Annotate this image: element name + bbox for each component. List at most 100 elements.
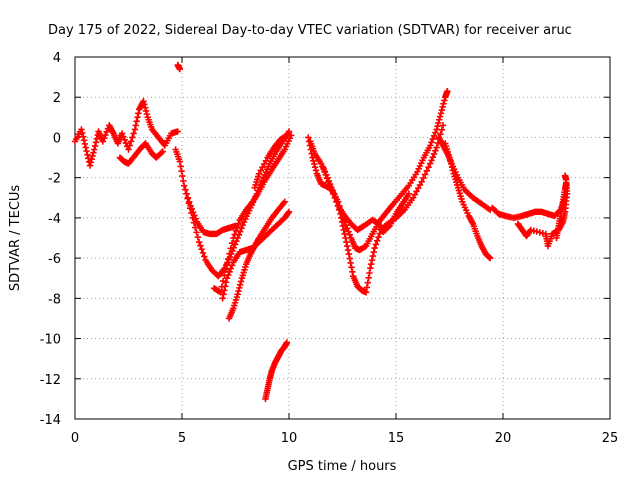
data-point <box>142 107 150 115</box>
data-point <box>430 132 438 140</box>
data-point <box>228 240 236 247</box>
data-point <box>190 219 198 226</box>
data-point <box>222 266 229 273</box>
data-point <box>257 167 264 174</box>
data-point <box>134 114 141 121</box>
data-point <box>83 147 90 155</box>
chart-title: Day 175 of 2022, Sidereal Day-to-day VTE… <box>48 23 572 38</box>
data-point <box>323 175 331 182</box>
data-point <box>226 250 233 257</box>
data-point <box>342 234 349 242</box>
y-tick-label: -10 <box>40 333 61 348</box>
data-point <box>130 130 137 137</box>
data-point <box>429 135 437 143</box>
data-point <box>405 190 413 197</box>
data-point <box>231 231 238 238</box>
data-point <box>125 146 132 153</box>
y-tick-label: 4 <box>53 51 61 66</box>
data-point <box>159 148 166 155</box>
data-point <box>135 110 142 117</box>
data-point <box>230 244 237 251</box>
data-point <box>91 142 99 150</box>
data-point <box>141 104 149 111</box>
data-point <box>432 129 439 136</box>
y-tick-label: -8 <box>48 292 61 307</box>
data-point <box>533 228 541 235</box>
data-point <box>120 133 127 140</box>
data-point <box>333 198 340 205</box>
data-point <box>129 134 136 141</box>
data-point <box>331 194 338 201</box>
data-point <box>325 178 332 186</box>
data-point <box>364 279 371 286</box>
data-point <box>361 243 368 251</box>
data-point <box>283 339 291 346</box>
data-point <box>562 180 570 187</box>
y-tick-label: -6 <box>48 252 61 267</box>
data-point <box>340 226 347 234</box>
data-point <box>311 160 318 168</box>
y-tick-label: -4 <box>48 212 61 227</box>
x-tick-label: 15 <box>388 431 405 446</box>
data-point <box>561 172 569 179</box>
data-point <box>89 152 96 160</box>
data-point <box>237 281 244 288</box>
data-point <box>236 284 243 292</box>
series-arc5 <box>210 132 295 296</box>
data-point <box>416 181 424 189</box>
data-point <box>174 128 181 135</box>
data-point <box>179 172 186 180</box>
data-point <box>86 162 94 169</box>
data-point <box>432 147 439 154</box>
data-point <box>103 128 110 136</box>
data-point <box>143 110 151 118</box>
axis-ticks <box>74 56 611 420</box>
data-point <box>344 225 351 232</box>
data-point <box>182 186 189 193</box>
data-point <box>225 271 232 279</box>
data-point <box>530 227 538 234</box>
data-point <box>373 237 381 245</box>
data-point <box>429 153 437 161</box>
data-point <box>345 250 353 258</box>
data-point <box>192 224 199 231</box>
plot-frame <box>74 56 611 420</box>
data-point <box>91 146 98 153</box>
x-tick-label: 25 <box>602 431 619 446</box>
data-point <box>127 138 135 145</box>
data-point <box>222 279 230 286</box>
data-point <box>320 164 327 171</box>
data-point <box>536 229 544 236</box>
data-point <box>539 229 547 237</box>
y-tick-label: 0 <box>53 131 61 146</box>
series-arc2 <box>116 140 166 167</box>
data-point <box>223 260 231 268</box>
data-point <box>363 284 371 291</box>
data-point <box>428 157 435 164</box>
data-point <box>92 139 100 146</box>
data-point <box>344 242 351 250</box>
data-point <box>428 139 435 146</box>
data-point <box>186 205 194 212</box>
data-point <box>222 283 229 290</box>
data-point <box>430 150 438 158</box>
data-point <box>423 167 431 175</box>
data-point <box>79 129 86 137</box>
data-point <box>238 225 245 232</box>
data-point <box>436 116 443 123</box>
data-point <box>366 269 373 277</box>
data-point <box>447 157 454 164</box>
data-point <box>185 200 193 207</box>
data-point <box>227 265 234 272</box>
data-point <box>305 134 312 141</box>
series-arc12 <box>307 122 447 296</box>
data-point <box>228 262 236 269</box>
data-point <box>415 184 422 192</box>
data-point <box>231 241 239 248</box>
series-arc8 <box>251 132 291 191</box>
x-axis-label: GPS time / hours <box>288 459 397 474</box>
data-point <box>446 154 453 161</box>
data-point <box>409 194 417 201</box>
data-point <box>219 277 227 285</box>
data-point <box>439 122 447 129</box>
